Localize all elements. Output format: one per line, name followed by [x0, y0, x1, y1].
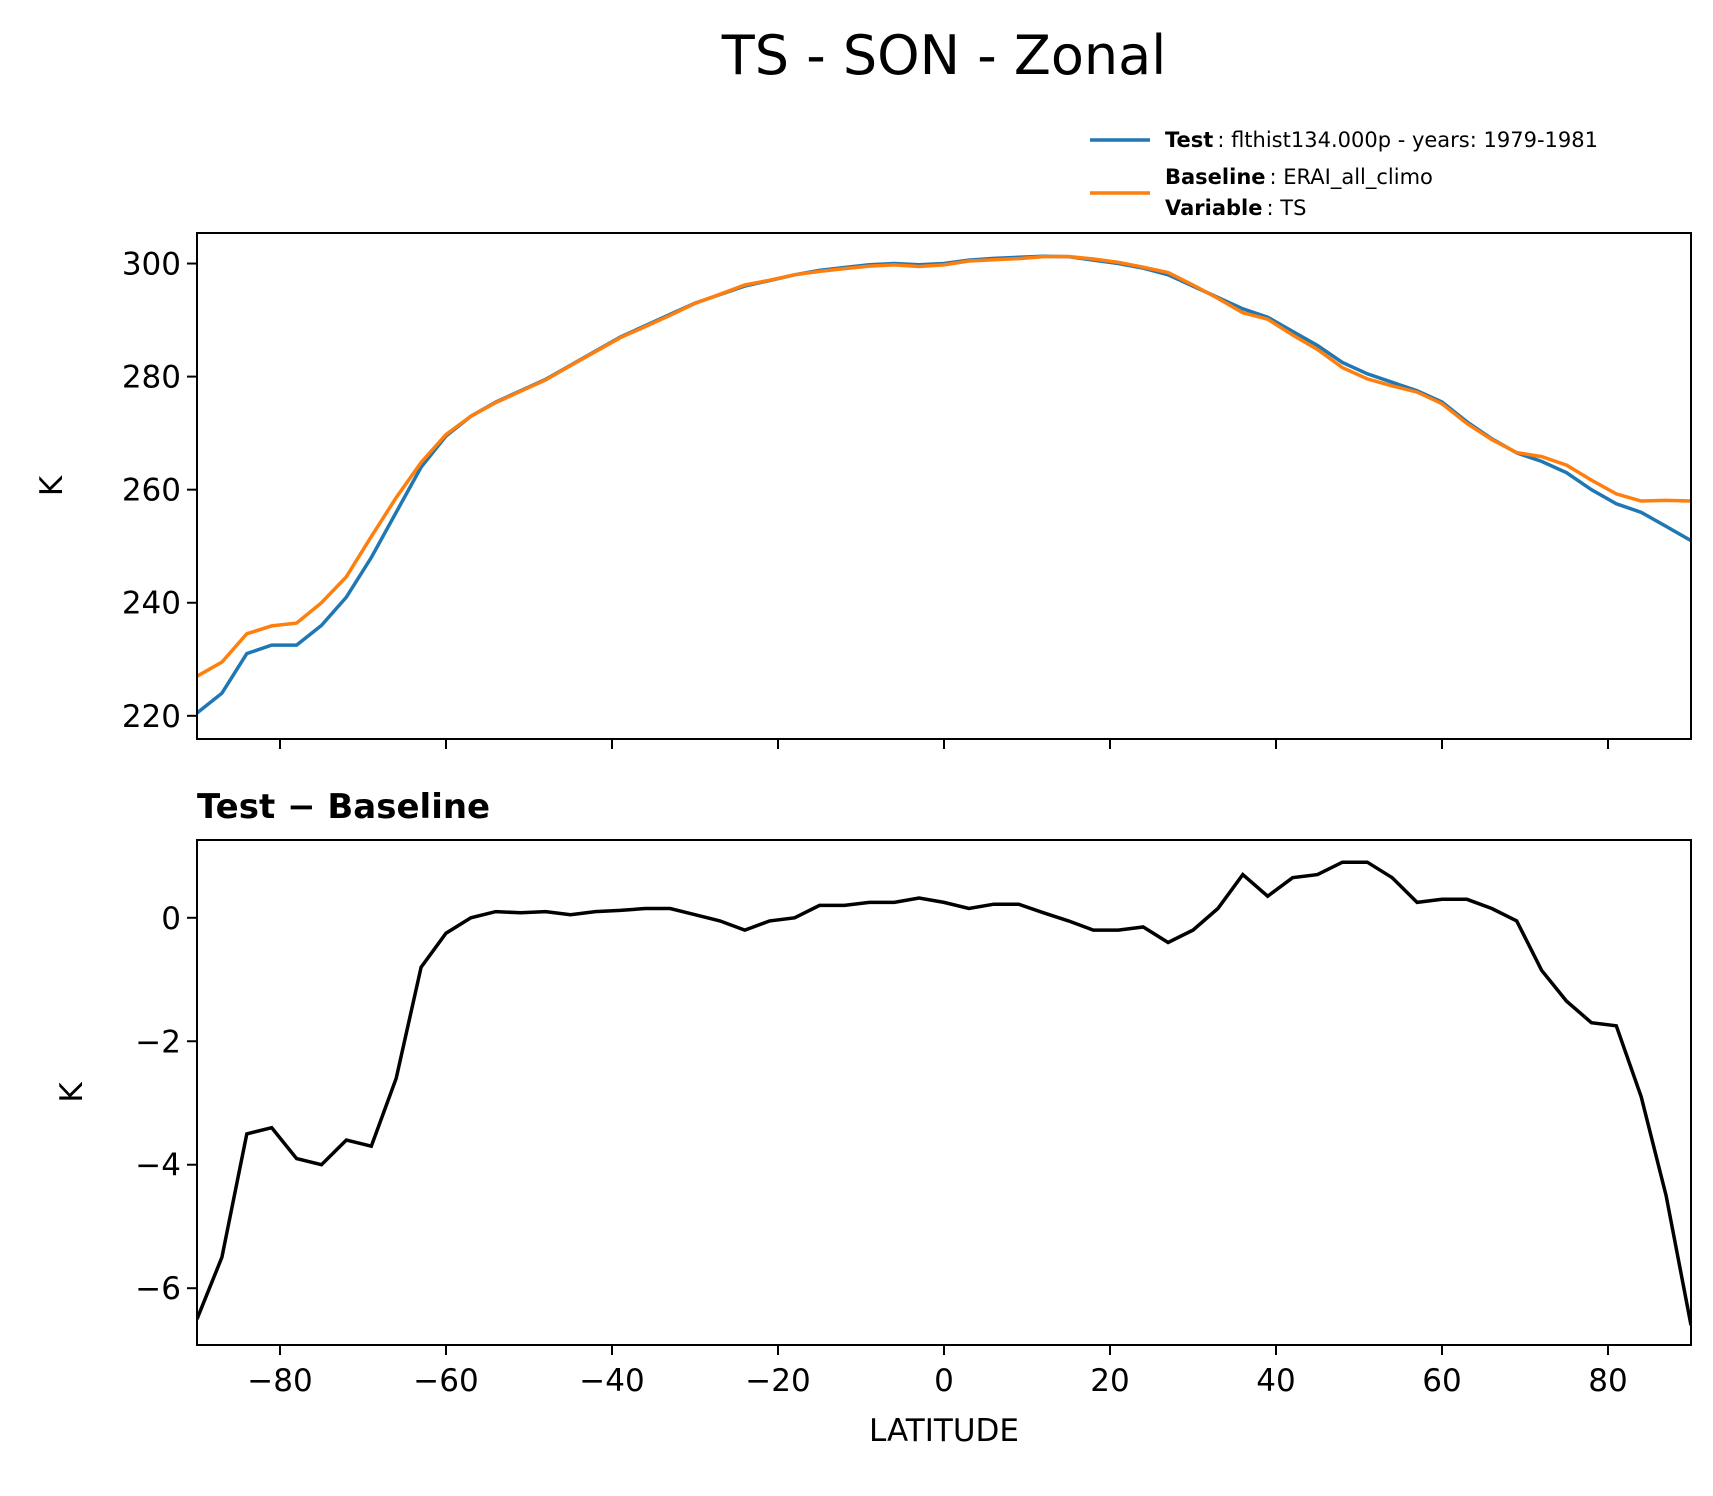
y-tick-label: 220: [122, 699, 181, 735]
y-tick-label: −4: [135, 1148, 181, 1184]
y-tick-label: −6: [135, 1271, 181, 1307]
y-axis-label: K: [34, 475, 70, 496]
panel: −6−4−20−80 −60 −40 −20 0 20 40 60 80KLATITUDETes…: [54, 787, 1692, 1449]
legend-entry: Baseline: ERAI_all_climo: [1165, 165, 1433, 190]
x-tick-label: 20: [1090, 1363, 1129, 1399]
legend-entry: Test: flthist134.000p - years: 1979-1981: [1165, 128, 1598, 152]
x-tick-label: 80: [1588, 1363, 1627, 1399]
y-tick-label: 240: [122, 586, 181, 622]
legend-description: : ERAI_all_climo: [1270, 165, 1433, 190]
axes-frame: [196, 839, 1692, 1346]
y-tick-label: 300: [122, 247, 181, 283]
legend-description: : flthist134.000p - years: 1979-1981: [1217, 128, 1598, 152]
x-tick-label: 40: [1256, 1363, 1295, 1399]
y-axis-label: K: [54, 1082, 90, 1103]
y-tick-label: 260: [122, 473, 181, 509]
x-tick-label: −40: [579, 1363, 644, 1399]
x-tick-label: −20: [745, 1363, 810, 1399]
x-tick-label: −60: [413, 1363, 478, 1399]
diff-line: [197, 860, 1691, 1326]
series-line: [197, 254, 1691, 678]
legend-variable-label: Variable: [1165, 196, 1262, 220]
panel-title: Test − Baseline: [197, 787, 490, 827]
x-axis-label: LATITUDE: [869, 1413, 1019, 1449]
x-tick-label: 60: [1422, 1363, 1461, 1399]
x-tick-label: −80: [247, 1363, 312, 1399]
panel: 220 240 260 280 300 K Test: flthist134.000p - …: [34, 128, 1692, 749]
x-tick-label: 0: [934, 1363, 954, 1399]
figure-title: TS - SON - Zonal: [721, 24, 1166, 87]
legend-name: Baseline: [1165, 165, 1266, 189]
axes-frame: [196, 232, 1692, 740]
y-tick-label: 0: [161, 901, 181, 937]
y-tick-label: −2: [135, 1024, 181, 1060]
legend-entry: Variable: TS: [1165, 196, 1306, 220]
legend-variable: : TS: [1266, 196, 1306, 220]
y-tick-label: 280: [122, 360, 181, 396]
legend-name: Test: [1165, 128, 1213, 152]
